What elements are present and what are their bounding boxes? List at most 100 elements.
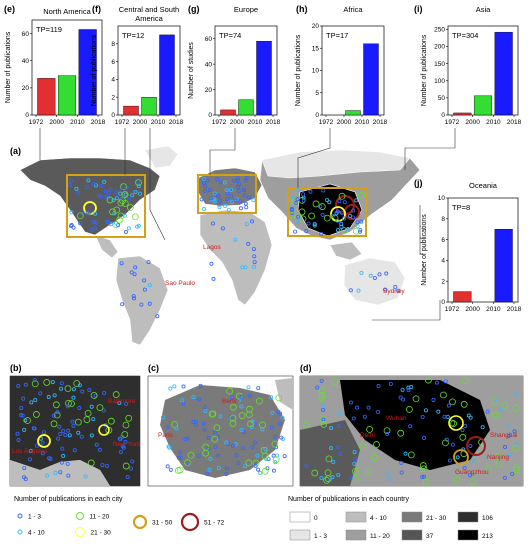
xtick-g: 1972 [212, 119, 227, 126]
city-dot [59, 460, 64, 465]
city-dot [277, 421, 282, 426]
city-dot [129, 466, 134, 471]
city-dot [327, 200, 332, 205]
city-dot [239, 428, 244, 433]
city-dot [187, 451, 195, 459]
city-dot [202, 176, 207, 181]
city-dot [356, 288, 361, 293]
city-dot [320, 212, 325, 217]
city-dot [275, 394, 283, 402]
xtick-h: 2000 [337, 119, 352, 126]
city-dot [193, 419, 198, 424]
tp-label-e: TP=119 [36, 25, 62, 34]
australia-shape [343, 257, 406, 306]
city-dot [388, 381, 393, 386]
city-dot [125, 414, 133, 422]
city-dot [299, 215, 307, 223]
city-dot [256, 386, 261, 391]
city-dot [22, 427, 27, 432]
city-dot [352, 461, 357, 466]
ytick-j: 8 [441, 216, 445, 223]
city-dot [202, 207, 207, 212]
city-dot [339, 224, 344, 229]
city-dot [147, 283, 152, 288]
city-dot [117, 436, 122, 441]
city-dot [113, 206, 121, 214]
city-dot [52, 393, 57, 398]
city-dot [329, 446, 334, 451]
city-dot [236, 184, 241, 189]
city-dot [236, 398, 241, 403]
city-dot [246, 405, 253, 413]
city-dot [218, 180, 223, 185]
city-dot [485, 409, 490, 414]
ytick-e: 20 [22, 85, 30, 92]
city-dot [423, 408, 428, 413]
city-dot [271, 468, 276, 473]
city-dot [346, 227, 351, 232]
city-dot [203, 184, 208, 189]
xtick-i: 2010 [486, 119, 501, 126]
city-dot [206, 435, 211, 440]
city-dot [42, 430, 47, 435]
city-dot [28, 448, 33, 453]
chart-title-h: Africa [343, 5, 363, 14]
country-legend-label: 213 [482, 533, 493, 540]
wuhan-circle [448, 415, 464, 431]
city-dot [117, 212, 125, 220]
ytick-j: 0 [441, 299, 445, 306]
city-dot [449, 398, 456, 406]
city-dot [250, 219, 255, 224]
city-dot [58, 431, 63, 436]
city-dot [431, 397, 436, 402]
city-dot [319, 416, 327, 424]
city-dot [35, 443, 40, 448]
city-dot [359, 443, 367, 451]
ylabel-i: Number of publications [421, 34, 428, 106]
city-dot [68, 400, 75, 408]
city-label-wuhan: Wuhan [386, 415, 407, 422]
city-dot [352, 227, 360, 235]
city-dot [362, 414, 367, 419]
city-dot [174, 426, 179, 431]
city-dot [59, 386, 64, 391]
city-dot [129, 270, 134, 275]
bar-chart-i: (i) Asia TP=304 0 50 100 150 200 250 Number of pu… [414, 4, 522, 126]
city-dot [218, 414, 223, 419]
city-dot [130, 459, 135, 464]
city-dot [512, 464, 520, 472]
city-dot [172, 384, 177, 389]
panel-c-map [147, 375, 294, 487]
city-dot [132, 272, 137, 277]
city-dot [240, 446, 245, 451]
ytick-h: 10 [312, 68, 320, 75]
chart-title-f: America [135, 14, 163, 23]
city-label-sao-paulo: Sao Paulo [165, 280, 195, 287]
city-dot [66, 473, 71, 478]
ytick-f: 0 [111, 112, 115, 119]
city-dot [247, 393, 252, 398]
city-dot [455, 455, 460, 460]
city-dot [106, 220, 111, 225]
city-dot [241, 188, 246, 193]
city-dot [318, 391, 326, 399]
city-dot [84, 409, 92, 417]
city-dot [308, 212, 316, 220]
city-dot [485, 465, 493, 473]
xtick-h: 1972 [319, 119, 334, 126]
city-dot [235, 176, 240, 181]
ylabel-e: Number of publications [5, 31, 12, 103]
city-dot [99, 194, 104, 199]
city-dot [76, 430, 81, 435]
city-dot [396, 288, 401, 293]
city-dot [132, 296, 137, 301]
city-legend-label: 21 - 30 [91, 529, 112, 536]
city-dot [69, 210, 74, 215]
city-dot [399, 460, 404, 465]
bar-g-1972-2000 [220, 109, 236, 116]
city-dot [245, 411, 253, 418]
tp-label-h: TP=17 [326, 31, 348, 40]
city-dot [111, 198, 116, 203]
panel-label-e: (e) [4, 4, 15, 14]
